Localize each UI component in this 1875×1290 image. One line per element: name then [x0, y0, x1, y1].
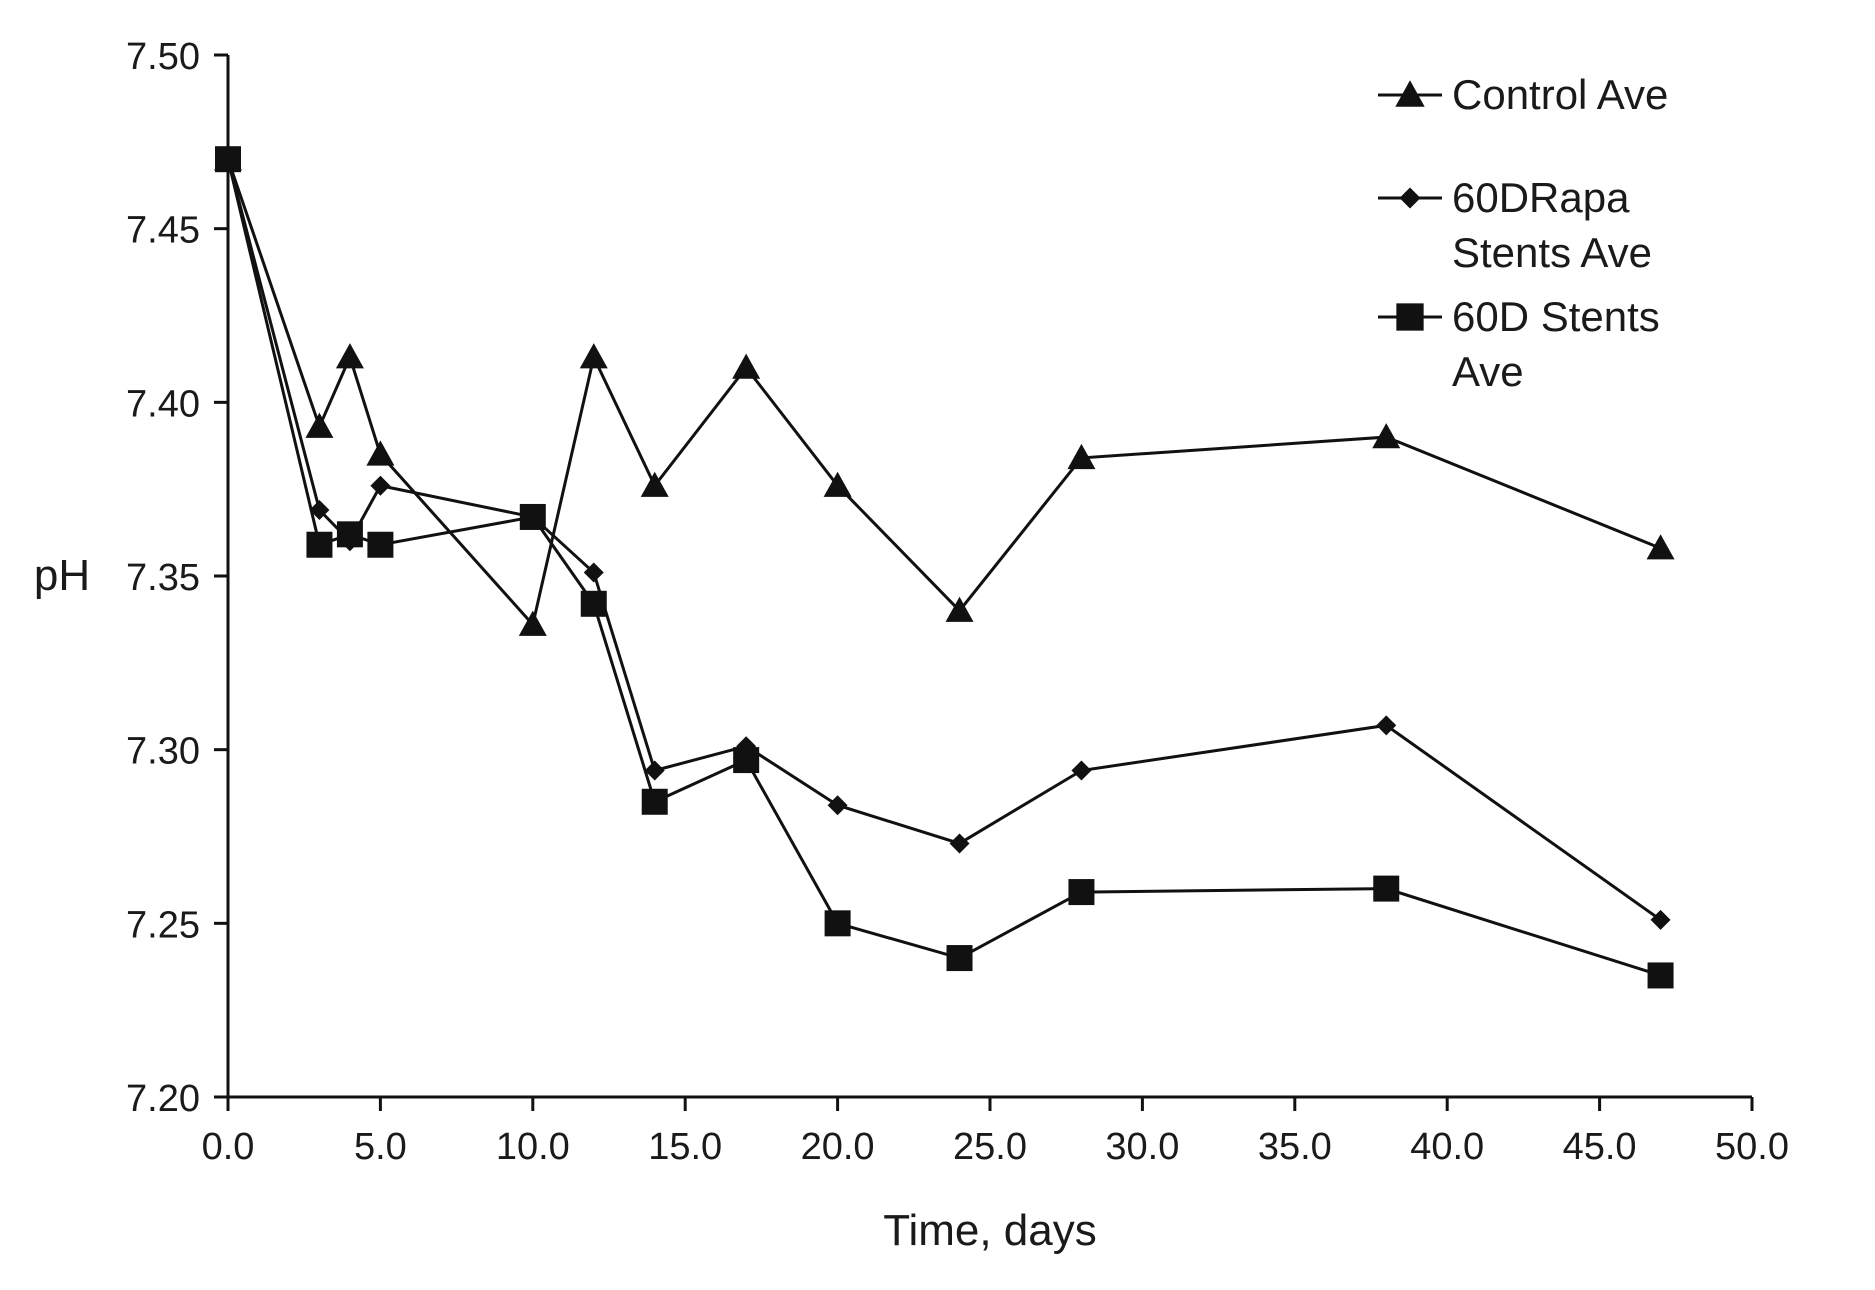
- chart-container: 7.20 7.25 7.30 7.35 7.40 7.45 7.50 0.0 5.0 10.0 15…: [0, 0, 1875, 1290]
- series-line: [228, 159, 1661, 624]
- data-point-square: [215, 146, 241, 172]
- data-point-diamond: [1071, 761, 1091, 781]
- x-tick-label: 5.0: [354, 1126, 407, 1168]
- legend-label: Ave: [1452, 348, 1524, 395]
- data-point-triangle: [1647, 534, 1675, 559]
- legend-label: Stents Ave: [1452, 229, 1652, 276]
- x-tick-label: 10.0: [496, 1126, 570, 1168]
- data-point-triangle: [336, 343, 364, 368]
- data-point-square: [642, 789, 668, 815]
- data-point-triangle: [732, 354, 760, 379]
- legend-item: 60DRapa Stents Ave: [1378, 174, 1652, 276]
- x-tick-label: 20.0: [801, 1126, 875, 1168]
- x-tick-label: 50.0: [1715, 1126, 1789, 1168]
- x-tick-label: 25.0: [953, 1126, 1027, 1168]
- y-tick-label: 7.45: [126, 210, 200, 252]
- legend-label: 60D Stents: [1452, 293, 1660, 340]
- data-point-diamond: [370, 476, 390, 496]
- data-point-square: [733, 747, 759, 773]
- x-axis-label: Time, days: [883, 1206, 1097, 1255]
- data-point-diamond: [1376, 715, 1396, 735]
- data-point-square: [306, 532, 332, 558]
- data-point-diamond: [1651, 910, 1671, 930]
- legend-label: 60DRapa: [1452, 174, 1630, 221]
- data-point-square: [581, 591, 607, 617]
- data-point-diamond: [950, 833, 970, 853]
- y-tick-label: 7.30: [126, 731, 200, 773]
- chart-svg: 7.20 7.25 7.30 7.35 7.40 7.45 7.50 0.0 5.0 10.0 15…: [0, 0, 1875, 1290]
- y-tick-label: 7.40: [126, 383, 200, 425]
- data-point-square: [367, 532, 393, 558]
- data-point-square: [520, 504, 546, 530]
- legend-item: Control Ave: [1378, 71, 1668, 118]
- y-tick-label: 7.20: [126, 1078, 200, 1120]
- x-tick-label: 35.0: [1258, 1126, 1332, 1168]
- legend: Control Ave 60DRapa Stents Ave 60D Stents Av…: [1378, 71, 1668, 395]
- data-point-triangle: [366, 440, 394, 465]
- data-point-square: [1373, 876, 1399, 902]
- legend-item: 60D Stents Ave: [1378, 293, 1660, 395]
- legend-label: Control Ave: [1452, 71, 1668, 118]
- series-line: [228, 159, 1661, 975]
- data-point-square: [337, 521, 363, 547]
- data-point-triangle: [1372, 423, 1400, 448]
- legend-marker-square: [1396, 303, 1423, 330]
- data-point-triangle: [305, 413, 333, 438]
- x-tick-label: 15.0: [648, 1126, 722, 1168]
- y-tick-label: 7.25: [126, 904, 200, 946]
- data-point-square: [947, 945, 973, 971]
- data-point-square: [1648, 962, 1674, 988]
- data-point-square: [825, 910, 851, 936]
- x-tick-label: 0.0: [202, 1126, 255, 1168]
- x-tick-label: 30.0: [1105, 1126, 1179, 1168]
- data-point-diamond: [828, 795, 848, 815]
- series-line: [228, 159, 1661, 920]
- y-axis-label: pH: [34, 551, 90, 600]
- x-tick-label: 40.0: [1410, 1126, 1484, 1168]
- y-tick-label: 7.35: [126, 557, 200, 599]
- data-point-square: [1068, 879, 1094, 905]
- y-tick-label: 7.50: [126, 36, 200, 78]
- x-tick-label: 45.0: [1563, 1126, 1637, 1168]
- data-point-triangle: [580, 343, 608, 368]
- legend-marker-diamond: [1400, 188, 1421, 209]
